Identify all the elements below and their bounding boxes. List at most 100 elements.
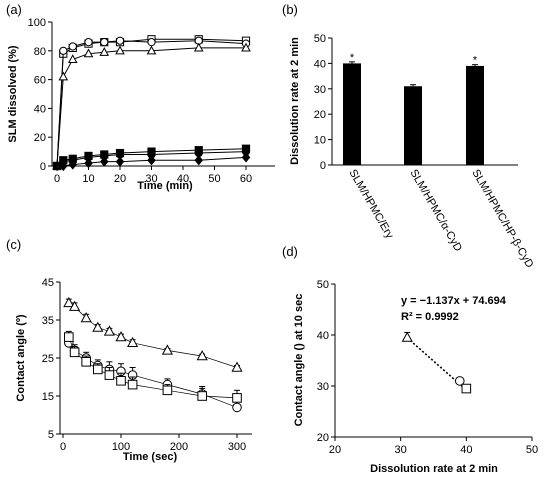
y-tick-label: 40: [34, 103, 46, 115]
data-point-triangle-open: [146, 45, 157, 55]
y-tick-label: 45: [42, 277, 54, 289]
x-tick-label: 300: [228, 441, 246, 453]
data-point-triangle-open: [67, 54, 78, 64]
x-tick-label: 0: [60, 441, 66, 453]
category-label: SLM/HPMC/HP-β-CyD: [469, 168, 535, 271]
y-axis-title: SLM dissolved (%): [7, 45, 19, 143]
x-axis-title: Time (min): [137, 180, 193, 192]
fit-r-squared: R² = 0.9992: [401, 311, 459, 323]
y-tick-label: 10: [314, 135, 326, 147]
data-point-square-open: [127, 379, 138, 390]
data-point-square-open: [162, 385, 173, 396]
data-point-square-open: [64, 332, 74, 342]
data-point-diamond-filled: [241, 152, 251, 163]
y-axis-title: Contact angle () at 10 sec: [293, 294, 305, 427]
data-point-circle-open: [454, 376, 465, 386]
data-point-triangle-open: [115, 331, 127, 342]
data-point-diamond-filled: [115, 156, 125, 167]
x-tick-label: 200: [170, 441, 188, 453]
data-point-square-open: [197, 391, 207, 401]
data-point-triangle-open: [401, 331, 413, 342]
data-point-circle-open: [59, 46, 68, 55]
data-point-diamond-filled: [147, 155, 156, 166]
panel-label-a: (a): [6, 2, 22, 17]
y-tick-label: 5: [48, 429, 54, 441]
panel-label-b: (b): [282, 2, 298, 17]
data-point-triangle-open: [115, 45, 125, 55]
x-tick-label: 40: [460, 444, 472, 456]
x-axis-title: Dissolution rate at 2 min: [370, 463, 498, 475]
data-point-square-open: [232, 393, 242, 403]
y-tick-label: 0: [320, 160, 326, 172]
x-tick-label: 100: [112, 441, 130, 453]
y-tick-label: 20: [317, 432, 329, 444]
x-tick-label: 30: [145, 173, 157, 185]
data-point-triangle-open: [80, 312, 92, 323]
x-tick-label: 30: [395, 444, 407, 456]
category-label: SLM/HPMC/α-CyD: [407, 168, 464, 254]
y-axis-title: Dissolution rate at 2 min: [289, 37, 301, 165]
data-point-triangle-open: [92, 321, 104, 332]
data-point-square-open: [104, 370, 115, 380]
y-tick-label: 15: [42, 391, 54, 403]
bar-3: [466, 65, 484, 165]
x-tick-label: 40: [177, 173, 189, 185]
series-line-square-open: [56, 38, 247, 167]
data-point-triangle-open: [63, 296, 75, 308]
y-tick-label: 40: [314, 58, 326, 70]
data-point-circle-open: [115, 36, 125, 45]
y-tick-label: 80: [34, 46, 46, 58]
y-tick-label: 0: [40, 161, 46, 173]
data-point-triangle-open: [193, 42, 204, 52]
x-tick-label: 0: [54, 173, 60, 185]
data-point-triangle-open: [241, 42, 251, 52]
series-line-circle-open: [56, 40, 247, 167]
data-point-triangle-open: [58, 71, 69, 81]
data-point-diamond-filled: [84, 158, 93, 169]
x-tick-label: 60: [240, 173, 252, 185]
bar-1: [343, 63, 361, 165]
x-axis-title: Time (sec): [123, 451, 178, 463]
x-tick-label: 50: [208, 173, 220, 185]
data-point-square-open: [81, 357, 92, 367]
fit-equation: y = −1.137x + 74.694: [401, 295, 507, 307]
x-tick-label: 10: [82, 173, 94, 185]
y-tick-label: 30: [317, 381, 329, 393]
y-tick-label: 50: [314, 33, 326, 45]
data-point-triangle-open: [127, 336, 139, 348]
data-point-diamond-filled: [68, 159, 78, 170]
data-point-triangle-open: [103, 325, 115, 336]
x-tick-label: 20: [114, 173, 126, 185]
y-tick-label: 30: [314, 84, 326, 96]
significance-marker: *: [473, 55, 478, 67]
data-point-triangle-open: [83, 48, 94, 58]
y-tick-label: 20: [314, 109, 326, 121]
y-tick-label: 35: [42, 315, 54, 327]
x-tick-label: 20: [329, 444, 341, 456]
series-line-circle-open: [68, 342, 238, 408]
panel-label-d: (d): [282, 244, 298, 259]
data-point-triangle-open: [161, 344, 173, 355]
data-point-circle-open: [68, 42, 77, 51]
significance-marker: *: [350, 52, 355, 64]
data-point-square-open: [93, 364, 103, 375]
data-point-diamond-filled: [99, 156, 109, 167]
data-point-diamond-filled: [52, 160, 62, 172]
data-point-triangle-open: [231, 361, 243, 372]
y-tick-label: 60: [34, 75, 46, 87]
panel-label-c: (c): [6, 237, 21, 252]
x-tick-label: 50: [526, 444, 538, 456]
data-point-circle-open: [84, 38, 93, 47]
y-tick-label: 40: [317, 330, 329, 342]
series-line-triangle-open: [68, 302, 238, 368]
y-tick-label: 50: [317, 279, 329, 291]
data-point-triangle-open: [99, 47, 110, 56]
data-point-triangle-open: [196, 350, 208, 361]
category-label: SLM/HPMC/Ery: [346, 168, 395, 242]
y-axis-title: Contact angle (º): [15, 314, 27, 401]
data-point-circle-open: [147, 38, 156, 47]
data-point-diamond-filled: [194, 155, 204, 166]
y-tick-label: 100: [28, 17, 46, 29]
data-point-circle-open: [232, 402, 242, 413]
